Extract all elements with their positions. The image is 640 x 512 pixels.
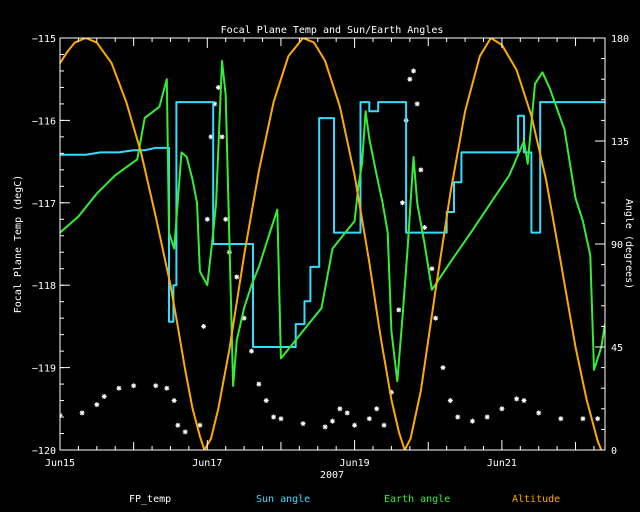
data-point: [330, 418, 335, 424]
data-point: [499, 406, 505, 412]
series-line-earth-angle: [60, 59, 605, 387]
data-point: [248, 348, 254, 354]
y-axis-right-label: Angle (degrees): [623, 199, 634, 289]
data-point: [208, 134, 214, 140]
y-tick-label-right: 45: [611, 343, 623, 354]
data-point: [175, 422, 181, 428]
data-point: [411, 68, 417, 74]
data-point: [182, 429, 188, 435]
y-tick-label-left: −116: [32, 116, 56, 127]
data-point: [595, 416, 601, 422]
chart-title: Focal Plane Temp and Sun/Earth Angles: [221, 25, 444, 36]
x-tick-label: Jun17: [192, 458, 222, 469]
data-point: [234, 274, 240, 280]
y-tick-label-left: −119: [32, 364, 56, 375]
data-point: [484, 414, 490, 420]
data-point: [536, 410, 542, 416]
legend-altitude: Altitude: [512, 494, 561, 505]
y-axis-left-label: Focal Plane Temp (degC): [13, 175, 24, 313]
data-point: [366, 416, 372, 422]
data-point: [322, 424, 328, 430]
x-axis-label: 2007: [320, 470, 344, 481]
data-point: [414, 101, 420, 107]
data-point: [396, 307, 402, 313]
data-point: [469, 418, 475, 424]
y-tick-label-right: 135: [611, 137, 629, 148]
data-point: [422, 225, 428, 231]
data-point: [271, 414, 277, 420]
data-point: [429, 266, 435, 272]
data-point: [455, 414, 461, 420]
data-point: [241, 315, 247, 321]
y-tick-label-right: 0: [611, 446, 617, 457]
data-point: [79, 410, 85, 416]
data-point: [116, 385, 122, 391]
legend-sun-angle: Sun angle: [256, 494, 311, 505]
data-point: [407, 76, 413, 82]
data-point: [164, 385, 170, 391]
data-point: [558, 416, 564, 422]
series-fp-temp: [60, 68, 601, 435]
data-point: [388, 389, 394, 395]
data-point: [131, 383, 137, 389]
data-point: [580, 416, 586, 422]
data-point: [521, 398, 527, 404]
y-tick-label-right: 180: [611, 34, 629, 45]
data-point: [197, 422, 203, 428]
data-point: [337, 406, 343, 412]
data-point: [418, 167, 424, 173]
y-tick-label-right: 90: [611, 240, 623, 251]
data-point: [223, 216, 229, 222]
data-point: [171, 398, 177, 404]
series-line-altitude: [60, 38, 603, 450]
legend-fp-temp: FP_temp: [129, 494, 172, 505]
data-point: [278, 416, 284, 422]
data-point: [94, 402, 100, 408]
data-point: [212, 101, 218, 107]
data-point: [204, 216, 210, 222]
data-point: [153, 383, 159, 389]
data-point: [219, 134, 225, 140]
data-point: [433, 315, 439, 321]
data-point: [256, 381, 262, 387]
data-point: [514, 396, 520, 402]
data-point: [447, 398, 453, 404]
data-point: [381, 422, 387, 428]
data-point: [440, 365, 446, 371]
x-tick-label: Jun15: [45, 458, 75, 469]
x-tick-label: Jun21: [487, 458, 517, 469]
series-line-sun-angle: [60, 101, 605, 348]
data-point: [352, 422, 358, 428]
x-tick-label: Jun19: [340, 458, 370, 469]
data-point: [215, 84, 221, 90]
y-tick-label-left: −117: [32, 199, 56, 210]
data-point: [344, 410, 350, 416]
legend-earth-angle: Earth angle: [384, 494, 451, 505]
y-tick-label-left: −118: [32, 281, 56, 292]
data-point: [374, 406, 380, 412]
data-point: [263, 398, 269, 404]
y-tick-label-left: −120: [32, 446, 56, 457]
data-point: [101, 393, 107, 399]
data-point: [399, 200, 405, 206]
data-point: [201, 323, 207, 329]
data-point: [300, 421, 306, 427]
y-tick-label-left: −115: [32, 34, 56, 45]
